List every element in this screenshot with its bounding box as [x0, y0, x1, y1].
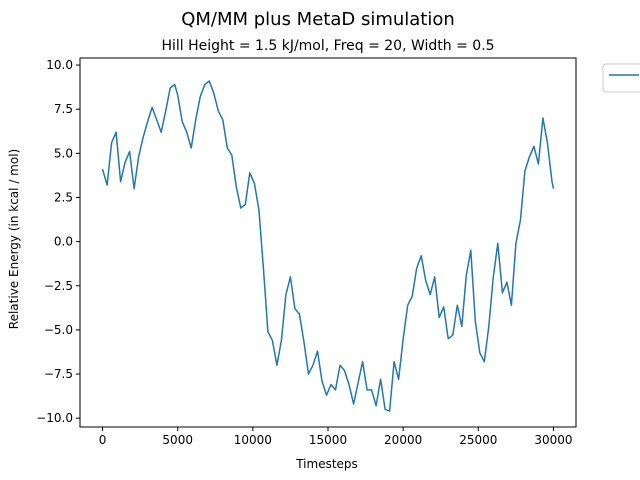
x-tick-label: 25000 [459, 433, 497, 447]
legend-box [602, 63, 640, 93]
y-tick-label: −2.5 [44, 279, 73, 293]
y-tick-label: −10.0 [36, 411, 73, 425]
y-tick-label: 10.0 [46, 58, 73, 72]
y-tick-label: 7.5 [54, 102, 73, 116]
chart-subtitle: Hill Height = 1.5 kJ/mol, Freq = 20, Wid… [161, 38, 494, 54]
y-tick-label: 5.0 [54, 146, 73, 160]
chart-title: QM/MM plus MetaD simulation [181, 9, 455, 30]
x-tick-label: 0 [99, 433, 107, 447]
x-tick-label: 5000 [162, 433, 193, 447]
y-tick-label: 0.0 [54, 235, 73, 249]
x-axis-label: Timesteps [295, 457, 358, 471]
x-tick-label: 15000 [309, 433, 347, 447]
y-tick-label: −7.5 [44, 367, 73, 381]
x-tick-label: 10000 [234, 433, 272, 447]
x-tick-label: 20000 [384, 433, 422, 447]
y-axis-ticks: 10.0 7.5 5.0 2.5 0.0 −2.5 −5.0 −7.5 −10.0 [36, 58, 80, 425]
y-tick-label: 2.5 [54, 190, 73, 204]
legend [602, 63, 640, 93]
y-tick-label: −5.0 [44, 323, 73, 337]
series-line [101, 80, 555, 412]
plot-area [79, 57, 577, 428]
y-axis-label: Relative Energy (in kcal / mol) [7, 149, 21, 329]
x-tick-label: 30000 [534, 433, 572, 447]
x-axis-ticks: 0 5000 10000 15000 20000 25000 30000 [99, 427, 573, 447]
